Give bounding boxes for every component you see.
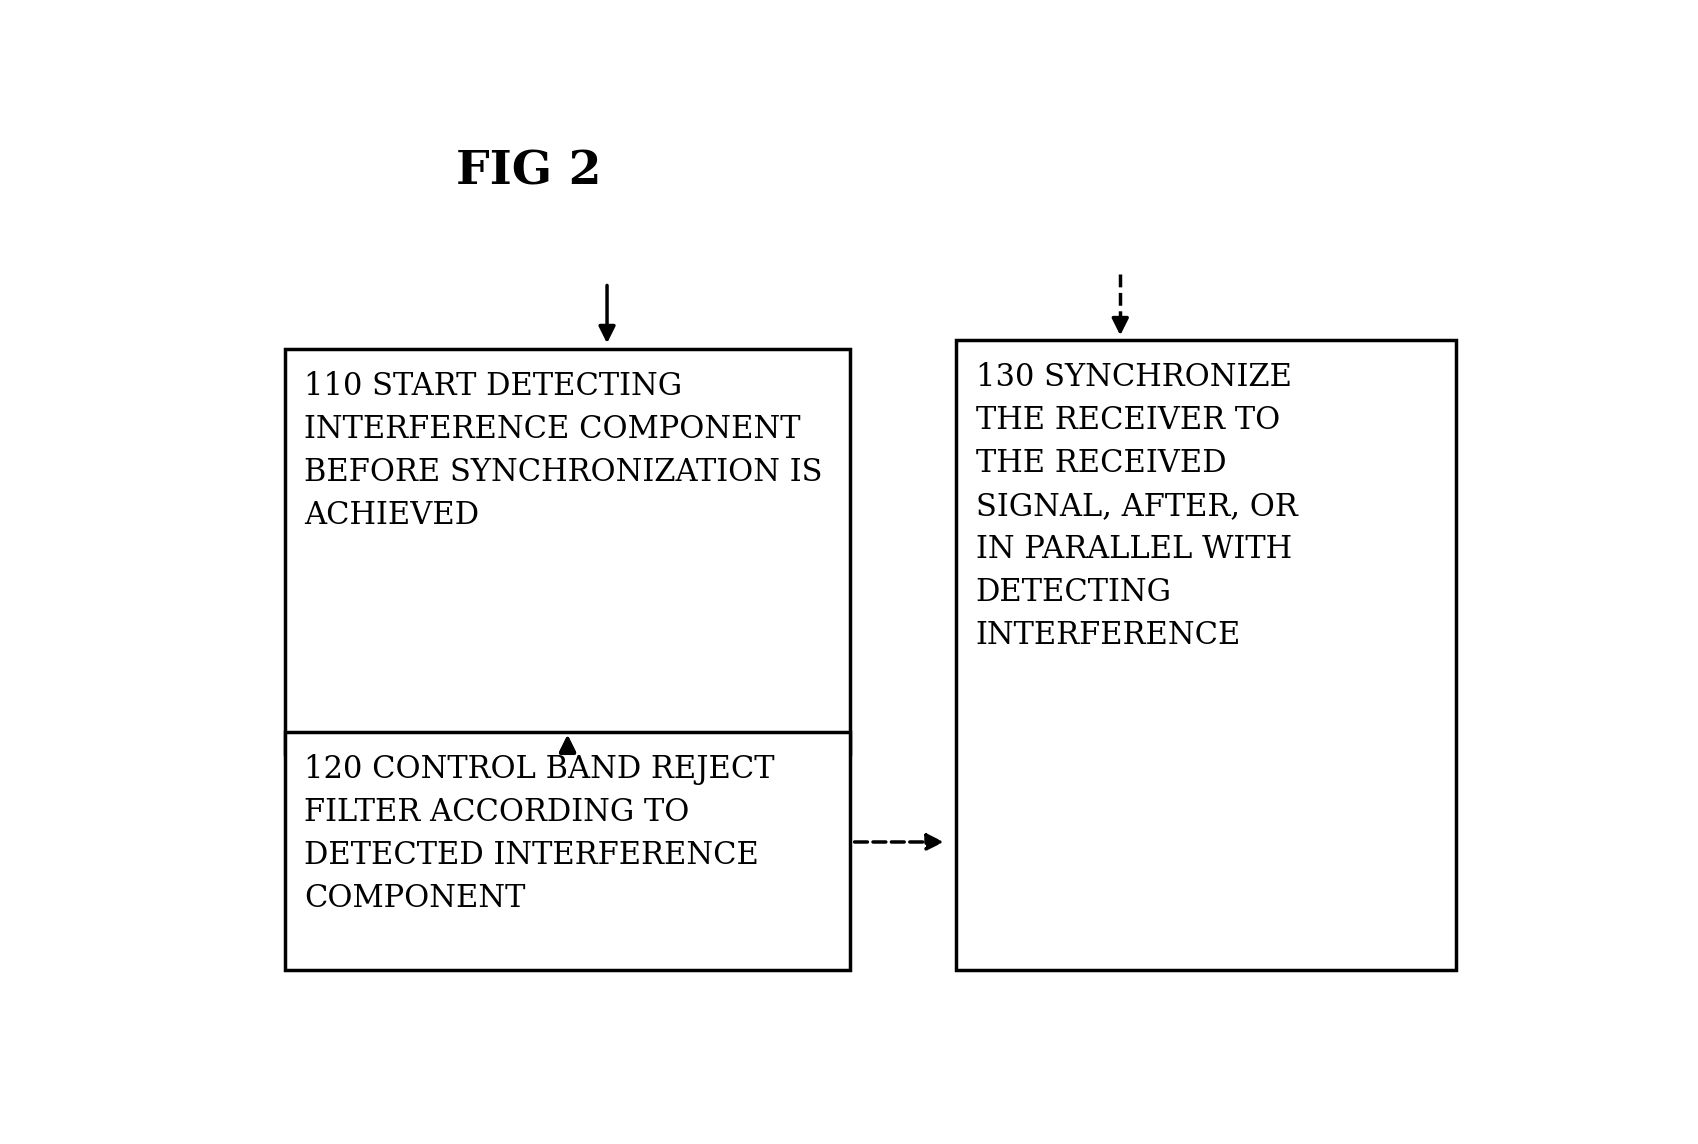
Bar [956, 340, 1455, 970]
Bar [285, 732, 851, 970]
Text: 130 SYNCHRONIZE
THE RECEIVER TO
THE RECEIVED
SIGNAL, AFTER, OR
IN PARALLEL WITH
: 130 SYNCHRONIZE THE RECEIVER TO THE RECE… [975, 362, 1297, 651]
Text: 110 START DETECTING
INTERFERENCE COMPONENT
BEFORE SYNCHRONIZATION IS
ACHIEVED: 110 START DETECTING INTERFERENCE COMPONE… [304, 371, 824, 531]
Text: 120 CONTROL BAND REJECT
FILTER ACCORDING TO
DETECTED INTERFERENCE
COMPONENT: 120 CONTROL BAND REJECT FILTER ACCORDING… [304, 754, 774, 914]
Bar [285, 349, 851, 754]
Text: FIG 2: FIG 2 [455, 149, 601, 194]
